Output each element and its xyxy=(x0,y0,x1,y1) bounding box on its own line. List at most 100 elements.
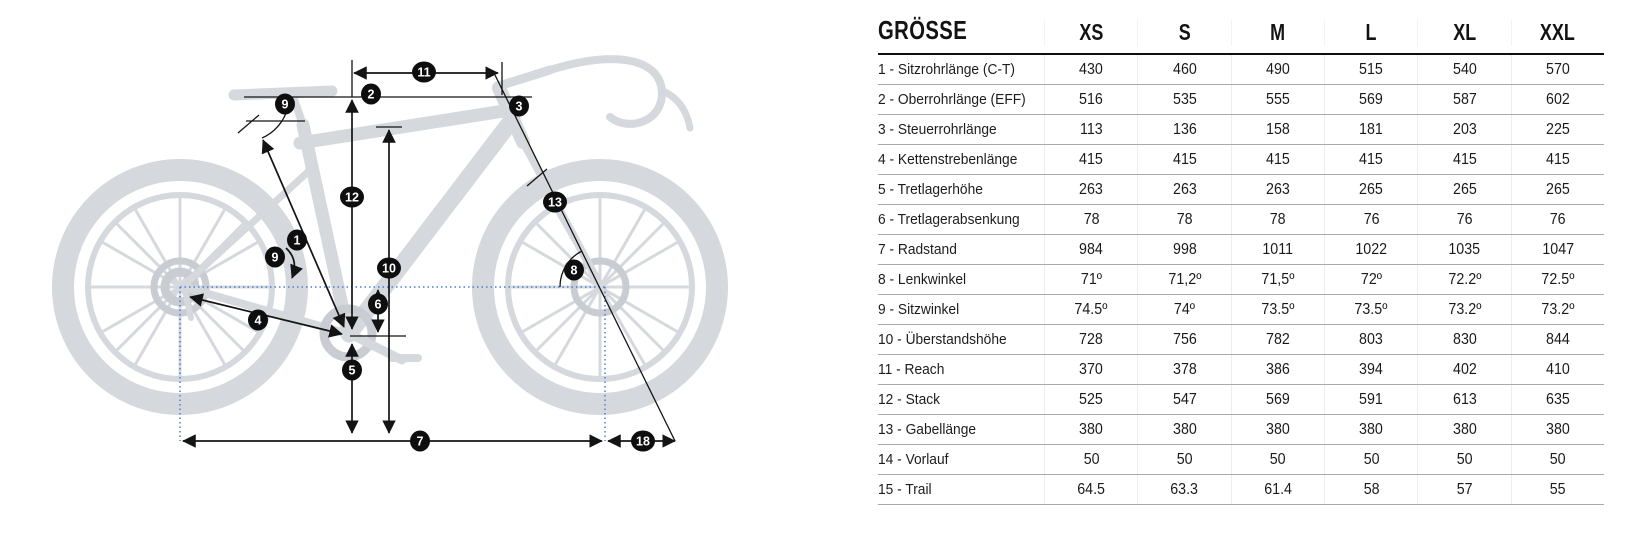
size-value-cell: 547 xyxy=(1137,385,1230,414)
size-value-cell: 515 xyxy=(1323,55,1417,84)
size-value-cell: 265 xyxy=(1323,175,1417,204)
table-row: 12 - Stack 525 547 569 591 613 635 xyxy=(878,385,1604,415)
size-value-cell: 415 xyxy=(1044,145,1137,174)
size-value-cell: 998 xyxy=(1137,235,1230,264)
size-value-cell: 76 xyxy=(1417,205,1510,234)
size-value-cell: 415 xyxy=(1230,145,1324,174)
table-row: 2 - Oberrohrlänge (EFF) 516 535 555 569 … xyxy=(878,85,1604,115)
row-label: 9 - Sitzwinkel xyxy=(878,301,960,318)
size-value-cell: 1011 xyxy=(1230,235,1324,264)
row-label: 4 - Kettenstrebenlänge xyxy=(878,151,1018,168)
size-value-cell: 55 xyxy=(1510,475,1604,504)
callout-top-tube: 2 xyxy=(361,83,381,105)
svg-text:11: 11 xyxy=(417,66,430,80)
table-row: 6 - Tretlagerabsenkung 78 78 78 76 76 76 xyxy=(878,205,1604,235)
callout-stack: 12 xyxy=(340,186,364,208)
callout-seat-angle-lower: 9 xyxy=(265,246,285,268)
size-header-s: S xyxy=(1137,19,1230,46)
row-label: 13 - Gabellänge xyxy=(878,421,977,438)
size-value-cell: 378 xyxy=(1137,355,1230,384)
size-value-cell: 72.5º xyxy=(1510,265,1604,294)
svg-text:8: 8 xyxy=(571,264,578,278)
row-label: 12 - Stack xyxy=(878,391,941,408)
row-label: 2 - Oberrohrlänge (EFF) xyxy=(878,91,1026,108)
table-row: 8 - Lenkwinkel 71º 71,2º 71,5º 72º 72.2º… xyxy=(878,265,1604,295)
size-value-cell: 380 xyxy=(1417,415,1510,444)
callouts: 1 2 3 4 5 xyxy=(248,61,655,452)
size-value-cell: 370 xyxy=(1044,355,1137,384)
size-value-cell: 380 xyxy=(1323,415,1417,444)
callout-reach: 11 xyxy=(412,61,436,83)
size-value-cell: 71,5º xyxy=(1230,265,1324,294)
table-row: 4 - Kettenstrebenlänge 415 415 415 415 4… xyxy=(878,145,1604,175)
bike-diagram-svg: 1 2 3 4 5 xyxy=(52,55,728,452)
size-header-xxl: XXL xyxy=(1510,19,1604,46)
table-row: 15 - Trail 64.5 63.3 61.4 58 57 55 xyxy=(878,475,1604,505)
svg-text:10: 10 xyxy=(382,262,396,276)
size-value-cell: 72º xyxy=(1323,265,1417,294)
size-value-cell: 830 xyxy=(1417,325,1510,354)
bike-silhouette xyxy=(52,55,728,415)
table-row: 10 - Überstandshöhe 728 756 782 803 830 … xyxy=(878,325,1604,355)
size-value-cell: 555 xyxy=(1230,85,1324,114)
size-value-cell: 73.2º xyxy=(1417,295,1510,324)
geometry-table: GRÖSSE XS S M L XL XXL 1 - Sitzrohrlänge… xyxy=(878,12,1604,505)
size-value-cell: 380 xyxy=(1510,415,1604,444)
size-value-cell: 380 xyxy=(1044,415,1137,444)
size-value-cell: 78 xyxy=(1044,205,1137,234)
row-label: 14 - Vorlauf xyxy=(878,451,949,468)
size-value-cell: 587 xyxy=(1417,85,1510,114)
size-value-cell: 635 xyxy=(1510,385,1604,414)
size-value-cell: 71,2º xyxy=(1137,265,1230,294)
table-row: 3 - Steuerrohrlänge 113 136 158 181 203 … xyxy=(878,115,1604,145)
callout-seat-tube: 1 xyxy=(287,229,307,251)
svg-text:7: 7 xyxy=(417,435,424,449)
callout-seat-angle-top: 9 xyxy=(275,93,295,115)
size-header-l: L xyxy=(1323,19,1417,46)
size-value-cell: 535 xyxy=(1137,85,1230,114)
size-value-cell: 263 xyxy=(1044,175,1137,204)
size-value-cell: 58 xyxy=(1323,475,1417,504)
size-value-cell: 265 xyxy=(1417,175,1510,204)
row-label: 8 - Lenkwinkel xyxy=(878,271,967,288)
callout-bb-height: 5 xyxy=(342,359,362,381)
callout-head-tube: 3 xyxy=(509,95,529,117)
size-value-cell: 402 xyxy=(1417,355,1510,384)
size-value-cell: 984 xyxy=(1044,235,1137,264)
size-header-xs: XS xyxy=(1044,19,1137,46)
svg-text:1: 1 xyxy=(294,234,301,248)
size-value-cell: 50 xyxy=(1510,445,1604,474)
size-value-cell: 613 xyxy=(1417,385,1510,414)
size-value-cell: 78 xyxy=(1137,205,1230,234)
size-value-cell: 394 xyxy=(1323,355,1417,384)
table-row: 11 - Reach 370 378 386 394 402 410 xyxy=(878,355,1604,385)
size-value-cell: 570 xyxy=(1510,55,1604,84)
size-value-cell: 430 xyxy=(1044,55,1137,84)
table-row: 5 - Tretlagerhöhe 263 263 263 265 265 26… xyxy=(878,175,1604,205)
row-label: 1 - Sitzrohrlänge (C-T) xyxy=(878,61,1016,78)
size-value-cell: 71º xyxy=(1044,265,1137,294)
row-label: 6 - Tretlagerabsenkung xyxy=(878,211,1020,228)
size-value-cell: 265 xyxy=(1510,175,1604,204)
svg-text:2: 2 xyxy=(368,88,375,102)
bike-geometry-diagram: 1 2 3 4 5 xyxy=(52,55,728,452)
table-row: 7 - Radstand 984 998 1011 1022 1035 1047 xyxy=(878,235,1604,265)
table-row: 9 - Sitzwinkel 74.5º 74º 73.5º 73.5º 73.… xyxy=(878,295,1604,325)
size-value-cell: 50 xyxy=(1137,445,1230,474)
size-value-cell: 415 xyxy=(1323,145,1417,174)
size-value-cell: 756 xyxy=(1137,325,1230,354)
svg-text:6: 6 xyxy=(375,298,382,312)
table-row: 1 - Sitzrohrlänge (C-T) 430 460 490 515 … xyxy=(878,55,1604,85)
callout-wheelbase: 7 xyxy=(410,430,430,452)
svg-text:18: 18 xyxy=(636,435,650,449)
size-value-cell: 181 xyxy=(1323,115,1417,144)
size-value-cell: 113 xyxy=(1044,115,1137,144)
table-title: GRÖSSE xyxy=(878,15,968,45)
row-label: 10 - Überstandshöhe xyxy=(878,331,1007,348)
size-value-cell: 73.2º xyxy=(1510,295,1604,324)
size-header-m: M xyxy=(1230,19,1324,46)
size-value-cell: 76 xyxy=(1510,205,1604,234)
size-value-cell: 410 xyxy=(1510,355,1604,384)
size-value-cell: 263 xyxy=(1137,175,1230,204)
